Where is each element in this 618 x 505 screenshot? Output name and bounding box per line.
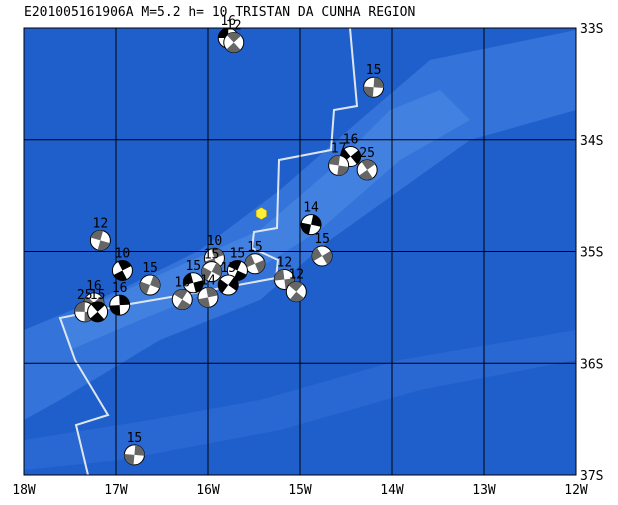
focal-mechanism	[328, 154, 350, 176]
y-tick-label: 34S	[580, 134, 603, 149]
frame	[23, 27, 577, 476]
x-tick-label: 18W	[12, 483, 36, 498]
depth-label: 12	[93, 216, 109, 231]
depth-label: 12	[277, 255, 293, 270]
depth-label: 15	[142, 261, 158, 276]
title: E201005161906A M=5.2 h= 10 TRISTAN DA CU…	[24, 5, 415, 20]
focal-mechanism	[197, 286, 219, 308]
beachball-quadrant	[312, 247, 333, 265]
focal-mechanism	[201, 261, 223, 283]
focal-mechanism	[171, 289, 193, 311]
beachball-quadrant	[218, 276, 239, 294]
y-tick-label: 35S	[580, 246, 603, 261]
depth-label: 15	[247, 240, 263, 255]
focal-mechanism	[217, 274, 239, 296]
focal-mechanism	[89, 229, 111, 251]
depth-label: 15	[127, 431, 143, 446]
focal-mechanism	[109, 294, 131, 316]
beachball-quadrant	[363, 77, 384, 98]
beachball-quadrant	[90, 230, 110, 251]
y-tick-label: 33S	[580, 22, 603, 37]
depth-label: 12	[288, 268, 304, 283]
plate-boundary	[58, 28, 359, 475]
depth-label: 16	[343, 133, 359, 148]
depth-label: 16	[86, 279, 102, 294]
beachball-quadrant	[183, 273, 204, 293]
epicenter	[255, 207, 267, 220]
depth-label: 15	[220, 261, 236, 276]
focal-mechanism	[300, 214, 322, 236]
depth-label: 12	[226, 19, 242, 34]
x-tick-label: 17W	[104, 483, 128, 498]
y-tick-label: 36S	[580, 357, 603, 372]
depth-label: 15	[314, 232, 330, 247]
depth-label: 15	[366, 63, 382, 78]
beachball-quadrant	[244, 254, 265, 273]
beachball-quadrant	[201, 262, 222, 281]
focal-mechanism	[356, 159, 378, 181]
focal-mechanism	[87, 301, 109, 323]
depth-label: 15	[230, 246, 246, 261]
beachball-quadrant	[301, 214, 322, 235]
depth-label: 25	[359, 146, 375, 161]
focal-mechanism	[182, 272, 204, 294]
depth-label: 10	[115, 246, 131, 261]
depth-label: 10	[207, 234, 223, 249]
beachball-quadrant	[328, 155, 349, 176]
beachball-quadrant	[228, 260, 247, 281]
focal-mechanism	[223, 32, 245, 54]
depth-label: 15	[90, 288, 106, 303]
depth-label: 14	[200, 273, 216, 288]
beachball-quadrant	[113, 260, 132, 281]
beachball-quadrant	[358, 159, 376, 180]
depth-label: 15	[204, 248, 220, 263]
y-tick-label: 37S	[580, 469, 603, 484]
beachball-quadrant	[173, 289, 191, 310]
focal-mechanism	[363, 76, 385, 98]
beachball-quadrant	[288, 281, 304, 302]
beachball-quadrant	[124, 444, 145, 465]
focal-mechanism	[123, 444, 145, 466]
beachball-quadrant	[90, 301, 106, 322]
beachball-quadrant	[198, 287, 218, 308]
depth-label: 16	[220, 14, 236, 29]
beachball-quadrant	[226, 32, 242, 53]
focal-mechanism	[244, 253, 266, 275]
x-tick-label: 13W	[472, 483, 496, 498]
focal-mechanism	[285, 281, 307, 303]
x-tick-label: 16W	[196, 483, 220, 498]
beachball-quadrant	[109, 295, 130, 316]
depth-label: 16	[174, 276, 190, 291]
x-tick-label: 12W	[564, 483, 588, 498]
beachball-quadrant	[140, 275, 161, 295]
x-tick-label: 15W	[288, 483, 312, 498]
depth-label: 14	[303, 201, 319, 216]
depth-label: 15	[185, 259, 201, 274]
x-tick-label: 14W	[380, 483, 404, 498]
depth-label: 17	[331, 141, 347, 156]
focal-mechanism	[111, 259, 133, 281]
focal-mechanism	[139, 274, 161, 296]
focal-mechanism	[311, 245, 333, 267]
depth-label: 16	[112, 281, 128, 296]
depth-label: 25	[77, 288, 93, 303]
